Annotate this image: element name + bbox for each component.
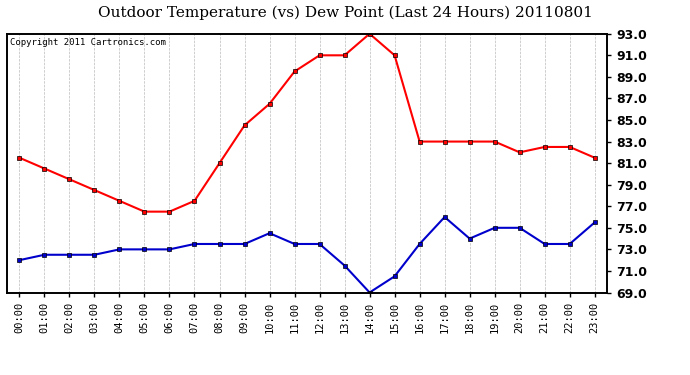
Text: Outdoor Temperature (vs) Dew Point (Last 24 Hours) 20110801: Outdoor Temperature (vs) Dew Point (Last… [97,6,593,20]
Text: Copyright 2011 Cartronics.com: Copyright 2011 Cartronics.com [10,38,166,46]
